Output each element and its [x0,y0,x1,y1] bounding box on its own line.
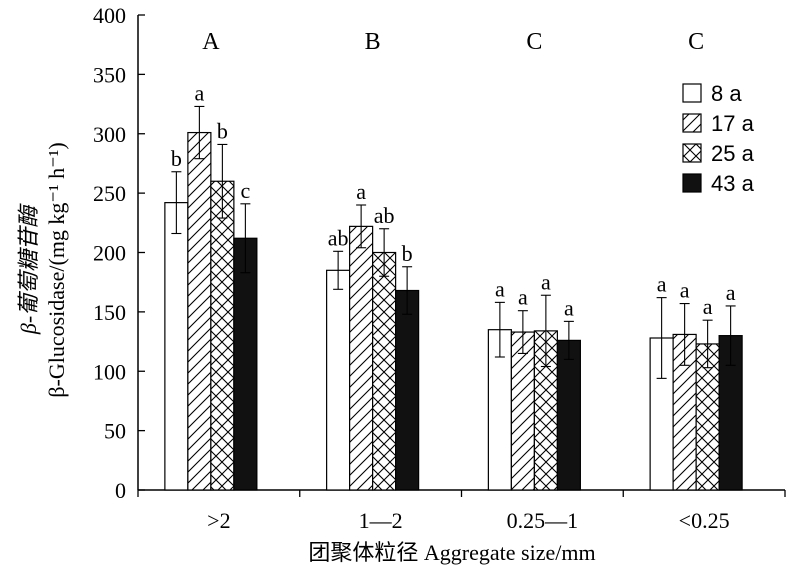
significance-label: a [541,269,551,294]
significance-label: b [217,118,228,143]
y-tick-label: 350 [93,62,126,87]
group-letter: B [365,29,381,55]
x-tick-label: 1—2 [359,508,403,533]
axes: 0 50 100 150 200 250 300 350 400 >2 1—2 0.25—1 <0.25 [93,3,786,533]
bars [164,131,743,491]
x-axis-title: 团聚体粒径 Aggregate size/mm [308,540,595,565]
significance-label: a [726,280,736,305]
significance-label: b [402,241,413,266]
significance-label: a [657,272,667,297]
group-letter: A [202,29,220,55]
bar [210,180,235,491]
significance-label: ab [374,203,395,228]
legend-label: 43 a [711,171,755,196]
x-tick-label: 0.25—1 [507,508,579,533]
significance-label: a [495,276,505,301]
y-tick-label: 300 [93,122,126,147]
y-tick-label: 400 [93,3,126,28]
y-axis-title-cn: β-葡萄糖苷酶 [16,203,41,335]
significance-label: a [194,80,204,105]
y-tick-label: 250 [93,181,126,206]
legend-label: 8 a [711,81,742,106]
group-letter: C [526,29,542,55]
bar [556,339,581,491]
significance-label: a [564,295,574,320]
bar [187,131,212,491]
significance-label: ab [328,225,349,250]
legend: 8 a 17 a 25 a 43 a [682,81,755,196]
y-tick-label: 50 [104,419,126,444]
x-tick-label: <0.25 [679,508,730,533]
significance-label: b [171,146,182,171]
significance-label: a [680,278,690,303]
y-axis-title-en: β-Glucosidase/(mg kg⁻¹ h⁻¹) [44,142,69,397]
bar [372,251,397,491]
y-tick-label: 150 [93,300,126,325]
bar [349,225,374,491]
legend-label: 25 a [711,141,755,166]
y-tick-label: 200 [93,241,126,266]
legend-swatch [682,173,702,193]
bar [164,202,189,491]
legend-label: 17 a [711,111,755,136]
significance-label: c [240,178,250,203]
bar [510,331,535,491]
group-letter: C [688,29,704,55]
x-tick-label: >2 [207,508,230,533]
y-tick-label: 100 [93,359,126,384]
legend-swatch [682,113,702,133]
significance-label: a [518,285,528,310]
error-bars [171,105,736,379]
y-tick-label: 0 [115,478,126,503]
significance-label: a [356,179,366,204]
legend-swatch [682,143,702,163]
bar [326,269,351,491]
bar [233,237,258,491]
legend-swatch [682,83,702,103]
bar [395,289,420,491]
significance-label: a [703,294,713,319]
